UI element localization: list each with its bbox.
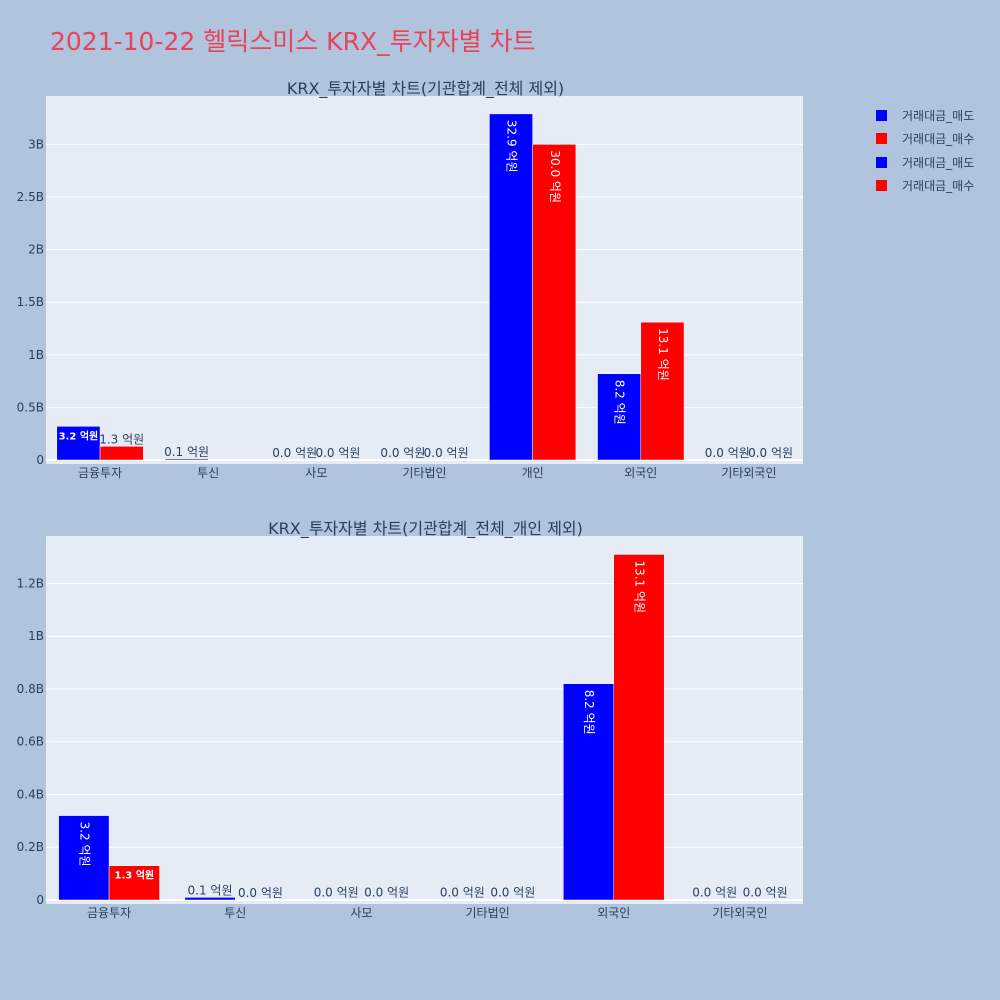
bar-value-label: 0.0 억원	[364, 886, 409, 900]
bar-value-label: 0.1 억원	[164, 445, 209, 459]
bar-value-label: 0.1 억원	[188, 883, 233, 897]
bar-value-label: 0.0 억원	[490, 886, 535, 900]
legend-item[interactable]: 거래대금_매도	[876, 104, 974, 127]
bar-sell	[597, 373, 642, 461]
x-tick-label: 기타법인	[465, 906, 509, 920]
legend-item[interactable]: 거래대금_매도	[876, 151, 974, 174]
bar-value-label: 30.0 억원	[548, 150, 562, 203]
legend: 거래대금_매도 거래대금_매수 거래대금_매도 거래대금_매수	[876, 104, 974, 197]
bar-value-label: 0.0 억원	[315, 446, 360, 460]
bar-value-label: 3.2 억원	[77, 822, 91, 867]
bar-sell	[563, 683, 614, 901]
y-tick-label: 2.5B	[17, 190, 44, 204]
bar-value-label: 0.0 억원	[424, 446, 469, 460]
x-tick-label: 기타법인	[402, 466, 446, 480]
y-tick-label: 0.5B	[17, 400, 44, 414]
y-tick-label: 0.8B	[17, 682, 44, 696]
bar-value-label: 0.0 억원	[380, 446, 425, 460]
bar-value-label: 8.2 억원	[582, 690, 596, 735]
x-tick-label: 사모	[305, 466, 327, 480]
x-tick-label: 금융투자	[87, 906, 131, 920]
legend-label: 거래대금_매수	[902, 132, 975, 147]
bar-buy	[532, 144, 577, 461]
x-tick-label: 개인	[522, 466, 544, 480]
y-tick-label: 0.6B	[17, 735, 44, 749]
chart-title: KRX_투자자별 차트(기관합계_전체_개인 제외)	[268, 519, 583, 539]
bar-value-label: 13.1 억원	[632, 560, 646, 613]
legend-swatch	[876, 110, 887, 122]
legend-item[interactable]: 거래대금_매수	[876, 127, 974, 150]
bar-value-label: 0.0 억원	[238, 886, 283, 900]
legend-label: 거래대금_매수	[902, 179, 975, 194]
x-tick-label: 외국인	[597, 906, 630, 920]
y-tick-label: 0.2B	[17, 840, 44, 854]
y-tick-label: 3B	[28, 137, 44, 151]
bar-value-label: 0.0 억원	[748, 446, 793, 460]
y-tick-label: 1B	[28, 629, 44, 643]
y-tick-label: 0	[36, 453, 44, 467]
bar-value-label: 8.2 억원	[613, 380, 627, 425]
bar-buy	[99, 446, 144, 461]
legend-item[interactable]: 거래대금_매수	[876, 174, 974, 197]
bar-buy	[613, 554, 665, 901]
bar-value-label: 32.9 억원	[505, 120, 519, 173]
chart-title: KRX_투자자별 차트(기관합계_전체 제외)	[287, 79, 564, 99]
bar-buy	[108, 865, 160, 901]
y-tick-label: 1B	[28, 348, 44, 362]
legend-swatch	[876, 133, 887, 145]
y-tick-label: 2B	[28, 243, 44, 257]
bar-value-label: 0.0 억원	[705, 446, 750, 460]
plot-area	[46, 96, 803, 464]
bar-value-label: 0.0 억원	[440, 886, 485, 900]
bar-sell	[164, 458, 209, 461]
legend-swatch	[876, 180, 887, 192]
bar-value-label: 0.0 억원	[692, 886, 737, 900]
bar-value-label: 0.0 억원	[272, 446, 317, 460]
legend-swatch	[876, 156, 887, 168]
page-title: 2021-10-22 헬릭스미스 KRX_투자자별 차트	[50, 27, 536, 56]
x-tick-label: 금융투자	[78, 466, 122, 480]
bar-value-label: 1.3 억원	[99, 432, 144, 446]
y-tick-label: 1.5B	[17, 295, 44, 309]
bar-sell	[56, 426, 101, 461]
x-tick-label: 사모	[350, 906, 372, 920]
bar-buy	[640, 321, 685, 461]
x-tick-label: 기타외국인	[721, 466, 776, 480]
y-tick-label: 0	[36, 893, 44, 907]
x-tick-label: 투신	[224, 906, 246, 920]
legend-label: 거래대금_매도	[902, 109, 975, 124]
x-tick-label: 기타외국인	[712, 906, 767, 920]
y-tick-label: 1.2B	[17, 576, 44, 590]
bar-sell	[58, 815, 110, 901]
legend-label: 거래대금_매도	[902, 155, 975, 170]
y-tick-label: 0.4B	[17, 787, 44, 801]
x-tick-label: 외국인	[624, 466, 657, 480]
plot-area	[46, 536, 803, 904]
bar-value-label: 3.2 억원	[59, 429, 99, 442]
bar-sell	[184, 897, 236, 901]
bar-value-label: 13.1 억원	[656, 328, 670, 381]
bar-sell	[489, 113, 533, 461]
bar-value-label: 0.0 억원	[743, 886, 788, 900]
bar-value-label: 1.3 억원	[115, 869, 155, 882]
x-tick-label: 투신	[197, 466, 219, 480]
bar-value-label: 0.0 억원	[314, 886, 359, 900]
